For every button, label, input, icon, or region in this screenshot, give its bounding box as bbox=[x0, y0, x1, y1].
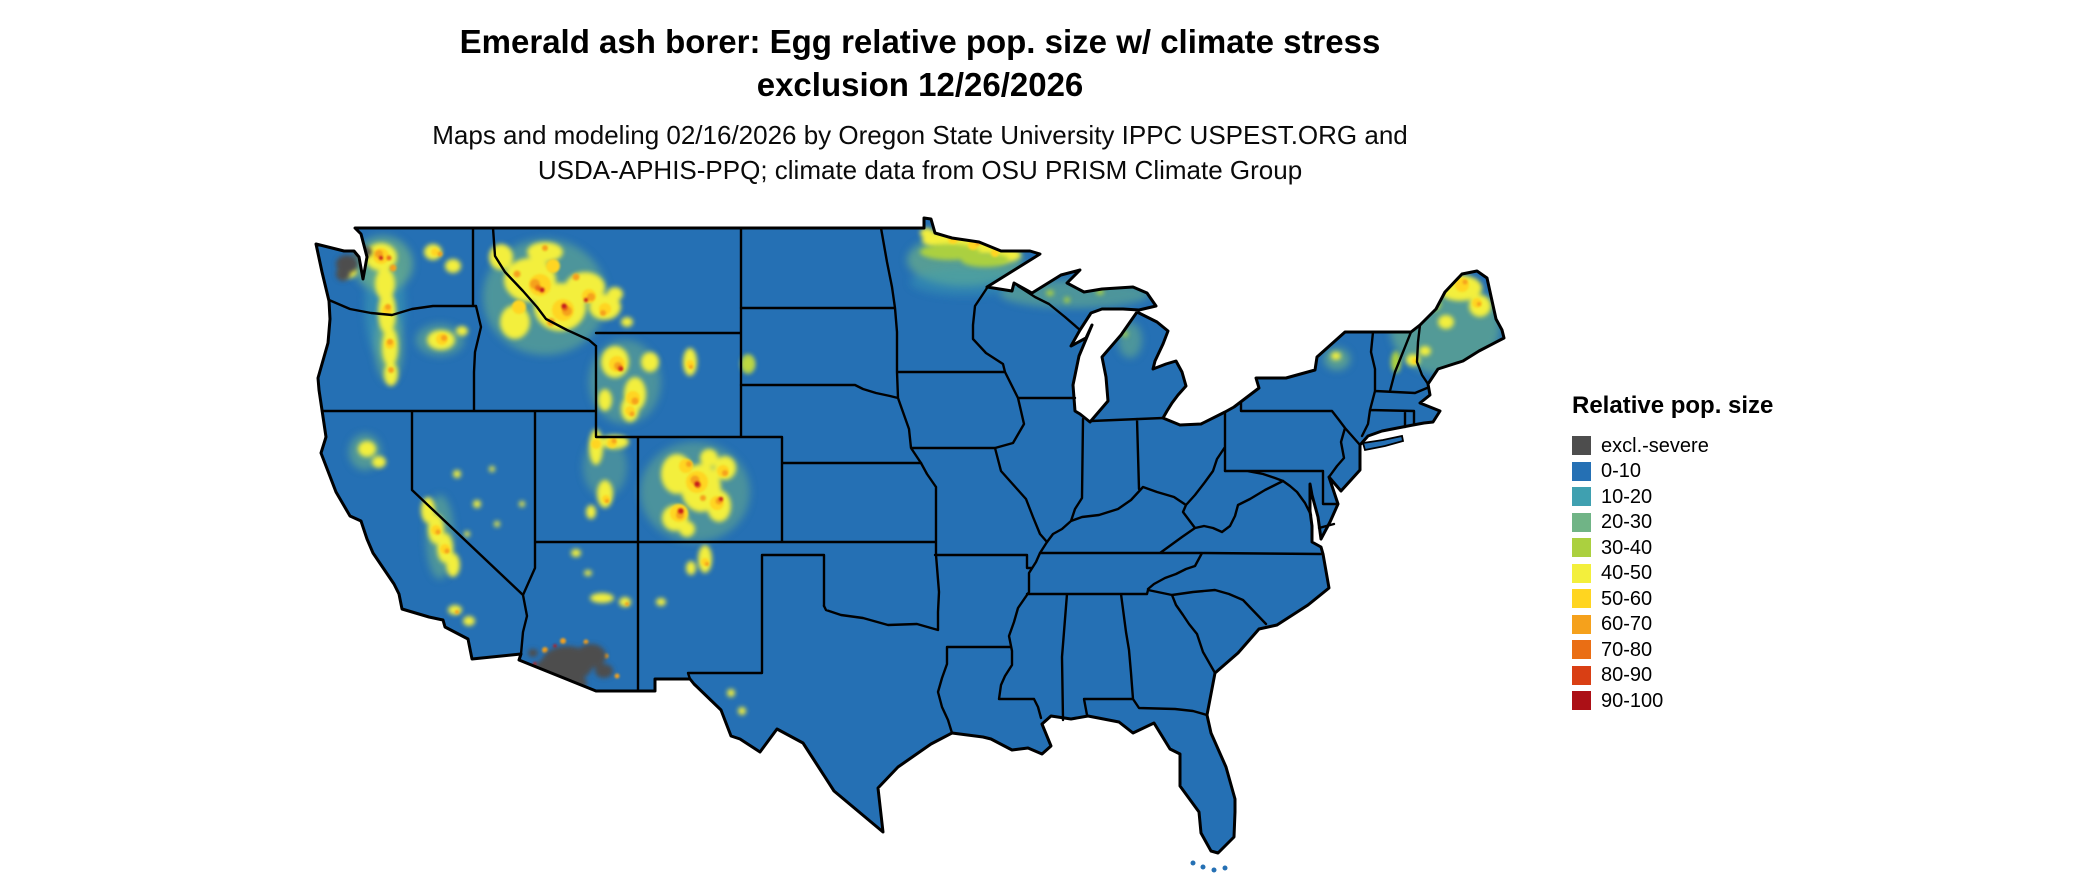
us-map bbox=[305, 212, 1525, 882]
legend-item: excl.-severe bbox=[1572, 433, 1773, 459]
legend-swatch-40-50 bbox=[1572, 563, 1591, 583]
long-island bbox=[1361, 434, 1405, 452]
legend-swatch-90-100 bbox=[1572, 691, 1591, 711]
legend-item: 60-70 bbox=[1572, 612, 1773, 638]
legend-item: 70-80 bbox=[1572, 637, 1773, 663]
legend-item: 30-40 bbox=[1572, 535, 1773, 561]
legend-label: 20-30 bbox=[1601, 511, 1653, 534]
page-subtitle-line2: USDA-APHIS-PPQ; climate data from OSU PR… bbox=[537, 155, 1303, 185]
legend-swatch-60-70 bbox=[1572, 614, 1591, 634]
state-borders-west bbox=[320, 226, 937, 693]
legend-label: 40-50 bbox=[1601, 562, 1653, 585]
legend-item: 90-100 bbox=[1572, 688, 1773, 714]
legend-label: excl.-severe bbox=[1601, 434, 1709, 457]
legend-label: 30-40 bbox=[1601, 536, 1653, 559]
legend-label: 10-20 bbox=[1601, 485, 1653, 508]
legend-swatch-10-20 bbox=[1572, 487, 1591, 507]
header: Emerald ash borer: Egg relative pop. siz… bbox=[0, 20, 1840, 188]
legend-swatch-80-90 bbox=[1572, 665, 1591, 685]
legend-swatch-excl-severe bbox=[1572, 436, 1591, 456]
legend-label: 0-10 bbox=[1601, 460, 1642, 483]
page-subtitle-line1: Maps and modeling 02/16/2026 by Oregon S… bbox=[432, 120, 1408, 150]
legend-swatch-70-80 bbox=[1572, 640, 1591, 660]
legend-label: 90-100 bbox=[1601, 689, 1664, 712]
legend-label: 70-80 bbox=[1601, 638, 1653, 661]
legend-title: Relative pop. size bbox=[1572, 392, 1774, 419]
state-borders-central bbox=[739, 226, 1082, 735]
legend-label: 60-70 bbox=[1601, 613, 1653, 636]
legend-item: 10-20 bbox=[1572, 484, 1773, 510]
terrain-orange-dots bbox=[375, 234, 1481, 679]
terrain-overlay bbox=[336, 228, 1500, 715]
legend-item: 0-10 bbox=[1572, 459, 1773, 485]
legend-item: 80-90 bbox=[1572, 663, 1773, 689]
legend: Relative pop. size excl.-severe 0-10 10-… bbox=[1572, 392, 1773, 714]
legend-label: 80-90 bbox=[1601, 664, 1653, 687]
legend-item: 50-60 bbox=[1572, 586, 1773, 612]
legend-swatch-0-10 bbox=[1572, 461, 1591, 481]
florida-keys-dots bbox=[1190, 860, 1228, 873]
page-title-line2: exclusion 12/26/2026 bbox=[756, 66, 1084, 103]
legend-swatch-30-40 bbox=[1572, 538, 1591, 558]
legend-label: 50-60 bbox=[1601, 587, 1653, 610]
page-title-line1: Emerald ash borer: Egg relative pop. siz… bbox=[459, 23, 1381, 60]
legend-item: 20-30 bbox=[1572, 510, 1773, 536]
state-borders-east bbox=[1025, 410, 1323, 722]
legend-item: 40-50 bbox=[1572, 561, 1773, 587]
us-outline bbox=[314, 216, 1506, 855]
us-map-svg bbox=[314, 216, 1506, 873]
legend-swatch-50-60 bbox=[1572, 589, 1591, 609]
legend-swatch-20-30 bbox=[1572, 512, 1591, 532]
